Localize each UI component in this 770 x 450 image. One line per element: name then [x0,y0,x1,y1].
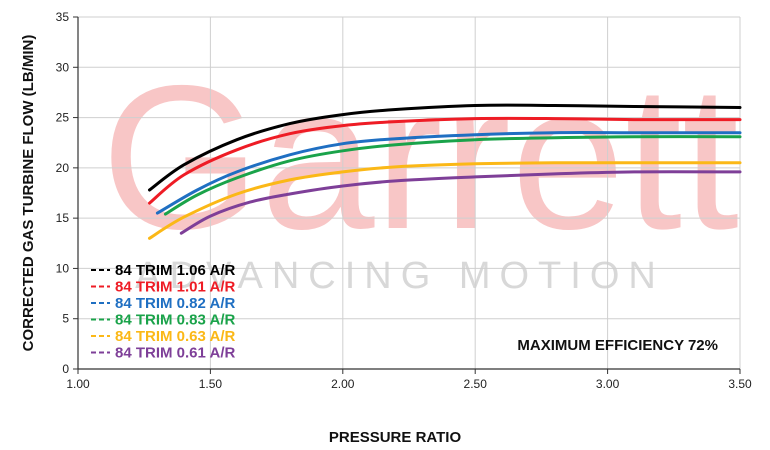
y-axis-title: CORRECTED GAS TURBINE FLOW (LB/MIN) [20,35,37,352]
series-line-84-trim-0-63-a-r [148,161,742,240]
x-tick-label: 2.50 [464,377,488,391]
x-tick-labels: 1.00 1.50 2.00 2.50 3.00 3.50 [66,377,752,391]
y-tick-label: 10 [56,261,70,275]
legend-label-84-trim-0-82-a-r: 84 TRIM 0.82 A/R [115,295,235,312]
series-line-84-trim-0-82-a-r [155,131,742,215]
x-tick-label: 1.00 [66,377,90,391]
series-lines [148,103,742,240]
efficiency-annotation: MAXIMUM EFFICIENCY 72% [517,337,718,354]
y-tick-label: 20 [56,161,70,175]
x-tick-label: 2.00 [331,377,355,391]
series-line-84-trim-1-01-a-r [148,116,742,205]
legend-label-84-trim-1-06-a-r: 84 TRIM 1.06 A/R [115,262,235,279]
y-tick-label: 0 [62,362,69,376]
watermark: Garrett ADVANCING MOTION [101,43,739,297]
series-line-84-trim-0-83-a-r [163,135,742,216]
legend: 84 TRIM 1.06 A/R84 TRIM 1.01 A/R84 TRIM … [91,262,235,362]
watermark-tagline: ADVANCING MOTION [135,255,665,297]
y-tick-label: 5 [62,312,69,326]
y-tick-label: 25 [56,111,70,125]
gridlines [78,16,741,369]
series-line-84-trim-1-06-a-r [148,103,742,192]
y-tick-label: 15 [56,211,70,225]
y-tick-labels: 0 5 10 15 20 25 30 35 [56,10,70,376]
legend-label-84-trim-0-63-a-r: 84 TRIM 0.63 A/R [115,328,235,345]
x-tick-label: 3.50 [728,377,752,391]
legend-label-84-trim-1-01-a-r: 84 TRIM 1.01 A/R [115,279,235,296]
series-line-84-trim-0-61-a-r [179,170,742,235]
legend-label-84-trim-0-83-a-r: 84 TRIM 0.83 A/R [115,312,235,329]
watermark-brand: Garrett [101,43,739,272]
legend-label-84-trim-0-61-a-r: 84 TRIM 0.61 A/R [115,345,235,362]
x-tick-label: 1.50 [199,377,223,391]
y-tick-label: 30 [56,60,70,74]
axes [73,16,741,374]
x-tick-label: 3.00 [596,377,620,391]
y-tick-label: 35 [56,10,70,24]
x-axis-title: PRESSURE RATIO [329,429,462,446]
